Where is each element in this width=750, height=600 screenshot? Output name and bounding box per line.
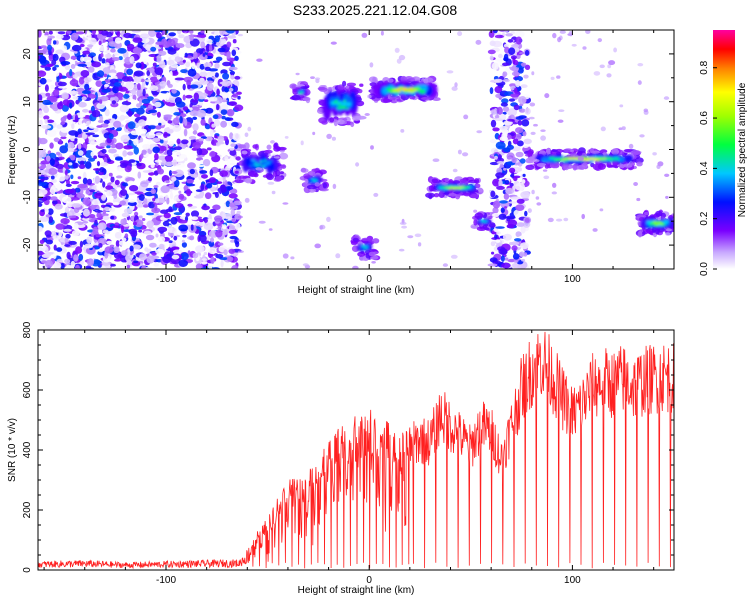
snr-xlabel: Height of straight line (km) (298, 585, 415, 596)
spectrogram-x-tick-label: -100 (156, 274, 176, 285)
snr-y-tick-label: 400 (22, 441, 33, 458)
spectrogram-x-tick-label: 100 (564, 274, 581, 285)
snr-x-tick-label: 100 (564, 575, 581, 586)
snr-y-tick-label: 0 (22, 567, 33, 573)
colorbar-label: Normalized spectral amplitude (737, 82, 748, 217)
figure-title: S233.2025.221.12.04.G08 (292, 2, 458, 18)
spectrogram-ylabel: Frequency (Hz) (7, 116, 18, 185)
colorbar-tick-label: 0.2 (699, 211, 710, 225)
spectrogram-y-tick-label: -20 (22, 237, 33, 252)
spectrogram-xlabel: Height of straight line (km) (298, 285, 415, 296)
spectrogram-feature (635, 209, 674, 238)
colorbar: 0.0 0.2 0.4 0.6 0.8 Normalized spectral ampl… (699, 30, 748, 276)
snr-x-tick-label: 0 (366, 575, 372, 586)
snr-ticks: -100 0 100 0 200 400 600 800 (22, 321, 674, 586)
colorbar-tick-label: 0.0 (699, 262, 710, 276)
colorbar-gradient (713, 30, 735, 269)
colorbar-tick-label: 0.8 (699, 60, 710, 74)
spectrogram-marks (38, 30, 674, 269)
spectrogram-feature (299, 167, 329, 194)
spectrogram-feature (487, 30, 532, 269)
spectrogram-feature (368, 75, 441, 104)
spectrogram-background-specks (237, 30, 671, 269)
spectrogram-feature (350, 234, 381, 262)
spectrogram-y-tick-label: 0 (22, 146, 33, 152)
colorbar-tick-label: 0.6 (699, 111, 710, 125)
snr-y-tick-label: 600 (22, 381, 33, 398)
spectrogram-y-tick-label: 20 (22, 48, 33, 60)
spectrogram-feature (38, 30, 244, 269)
snr-ylabel: SNR (10 * v/v) (7, 418, 18, 482)
spectrogram-feature (289, 80, 311, 104)
snr-y-tick-label: 800 (22, 321, 33, 338)
snr-y-tick-label: 200 (22, 501, 33, 518)
snr-series-line (38, 331, 674, 570)
colorbar-tick-label: 0.4 (699, 161, 710, 175)
spectrogram-x-tick-label: 0 (366, 274, 372, 285)
snr-panel: -100 0 100 0 200 400 600 800 Height of straight… (7, 321, 675, 596)
snr-x-tick-label: -100 (156, 575, 176, 586)
spectrogram-y-tick-label: 10 (22, 96, 33, 108)
spectrogram-feature (425, 176, 484, 200)
spectrogram-y-tick-label: -10 (22, 190, 33, 205)
spectrogram-feature (316, 80, 367, 128)
colorbar-ticks: 0.0 0.2 0.4 0.6 0.8 (699, 60, 717, 276)
